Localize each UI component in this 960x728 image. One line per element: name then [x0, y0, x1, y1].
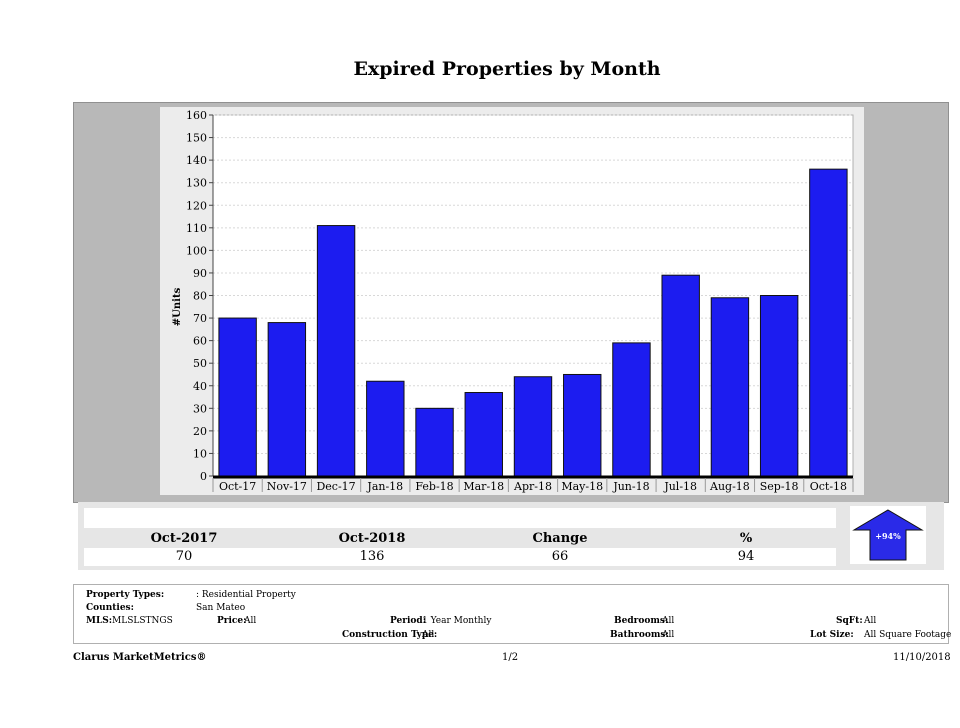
change-arrow-label: +94%: [875, 531, 901, 541]
summary-value-oct-2018: 136: [359, 549, 385, 564]
y-tick-label: 20: [193, 425, 207, 438]
y-tick-label: 140: [186, 154, 207, 167]
period-value: 1 Year Monthly: [422, 616, 492, 626]
footer-date: 11/10/2018: [893, 652, 951, 663]
y-tick-label: 30: [193, 402, 207, 415]
x-axis-ticks: Oct-17 Nov-17 Dec-17 Jan-18 Feb-18 Mar-18 Apr-…: [212, 475, 854, 493]
x-tick-label: Nov-17: [267, 480, 307, 493]
x-tick-label: Feb-18: [415, 480, 453, 493]
footer-page-number: 1/2: [502, 652, 519, 663]
footer-brand: Clarus MarketMetrics®: [73, 652, 207, 663]
bar-feb-18: [415, 407, 454, 477]
property-types-label: Property Types:: [86, 590, 165, 600]
summary-header-oct-2017: Oct-2017: [150, 531, 218, 546]
summary-header-change: Change: [532, 531, 588, 546]
y-tick-label: 100: [186, 244, 207, 257]
property-types-value: : Residential Property: [196, 590, 296, 600]
summary-value-change: 66: [551, 549, 569, 564]
chart-title: Expired Properties by Month: [353, 58, 661, 80]
y-axis-label: #Units: [172, 287, 183, 326]
bar-oct-18: [809, 168, 848, 477]
bar-oct-17: [218, 317, 257, 477]
x-tick-label: Jul-18: [663, 480, 697, 493]
chart-area: 0 10 20 30 40 50 60 70 80 90 100 110 120 130 140 150 160…: [160, 107, 864, 495]
construction-type-label: Construction Type:: [342, 630, 438, 640]
y-tick-label: 150: [186, 132, 207, 145]
price-value: All: [244, 616, 257, 626]
mls-label: MLS:: [86, 616, 113, 626]
x-tick-label: May-18: [561, 480, 603, 493]
x-tick-label: Oct-17: [219, 480, 256, 493]
x-tick-label: Jun-18: [612, 480, 649, 493]
y-tick-label: 90: [193, 267, 207, 280]
bar-apr-18: [513, 376, 553, 477]
bar-chart: 0 10 20 30 40 50 60 70 80 90 100 110 120 130 140 150 160…: [172, 109, 854, 493]
change-arrow-box: +94%: [850, 506, 926, 564]
y-tick-label: 160: [186, 109, 207, 122]
bathrooms-value: All: [662, 630, 675, 640]
price-label: Price:: [217, 616, 247, 626]
x-tick-label: Aug-18: [709, 480, 750, 493]
y-tick-label: 130: [186, 177, 207, 190]
sqft-value: All: [864, 616, 877, 626]
sqft-label: SqFt:: [836, 616, 863, 626]
y-tick-label: 60: [193, 335, 207, 348]
y-tick-label: 80: [193, 290, 207, 303]
bar-nov-17: [267, 322, 307, 477]
bar-jun-18: [612, 342, 651, 477]
summary-value-row: 70 136 66 94: [84, 548, 836, 566]
summary-panel: Oct-2017 Oct-2018 Change % 70 136 66 94 …: [78, 502, 944, 570]
y-axis-ticks: 0 10 20 30 40 50 60 70 80 90 100 110 120 130 140 150 160: [186, 109, 214, 483]
chart-frame: 0 10 20 30 40 50 60 70 80 90 100 110 120 130 140 150 160…: [73, 102, 949, 503]
period-label: Period:: [390, 616, 427, 626]
y-tick-label: 0: [200, 470, 207, 483]
bar-mar-18: [464, 392, 503, 477]
summary-blank-row: [84, 508, 836, 528]
bar-jan-18: [366, 380, 405, 477]
up-arrow-icon: [852, 509, 924, 561]
y-tick-label: 120: [186, 199, 207, 212]
bar-sep-18: [759, 295, 799, 477]
summary-value-oct-2017: 70: [175, 549, 193, 564]
bar-dec-17: [316, 225, 356, 477]
bathrooms-label: Bathrooms:: [610, 630, 669, 640]
mls-value: MLSLSTNGS: [112, 616, 173, 626]
bar-may-18: [563, 373, 602, 477]
x-tick-label: Jan-18: [366, 480, 403, 493]
counties-value: San Mateo: [196, 603, 246, 613]
x-tick-label: Oct-18: [810, 480, 847, 493]
lot-size-value: All Square Footage: [864, 630, 952, 640]
summary-value-percent: 94: [737, 549, 755, 564]
bedrooms-value: All: [662, 616, 675, 626]
bars: [218, 168, 848, 477]
y-tick-label: 50: [193, 357, 207, 370]
summary-header-row: Oct-2017 Oct-2018 Change %: [84, 530, 836, 546]
y-tick-label: 10: [193, 447, 207, 460]
x-tick-label: Mar-18: [463, 480, 504, 493]
y-tick-label: 110: [186, 222, 207, 235]
y-tick-label: 40: [193, 380, 207, 393]
summary-header-oct-2018: Oct-2018: [338, 531, 406, 546]
summary-header-percent: %: [739, 531, 753, 546]
counties-label: Counties:: [86, 603, 134, 613]
x-tick-label: Apr-18: [513, 480, 552, 493]
criteria-panel: Property Types: : Residential Property C…: [73, 584, 952, 644]
y-tick-label: 70: [193, 312, 207, 325]
bar-jul-18: [661, 274, 700, 477]
bar-aug-18: [710, 297, 750, 477]
construction-type-value: All: [422, 630, 435, 640]
x-tick-label: Dec-17: [316, 480, 355, 493]
lot-size-label: Lot Size:: [810, 630, 854, 640]
bedrooms-label: Bedrooms:: [614, 616, 669, 626]
x-tick-label: Sep-18: [760, 480, 799, 493]
